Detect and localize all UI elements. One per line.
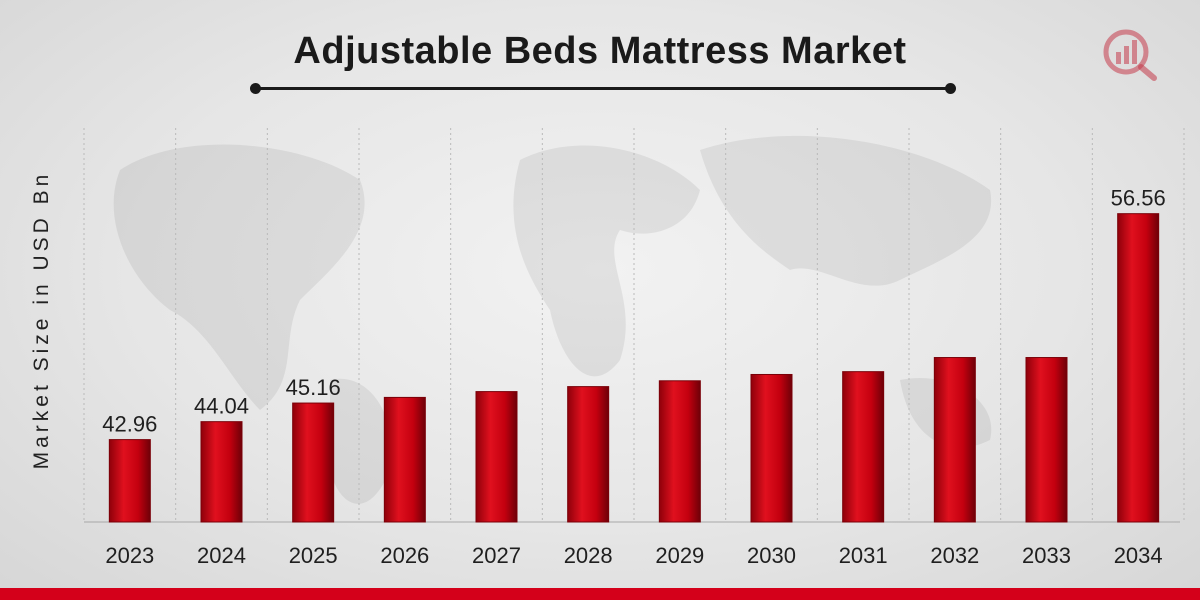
x-tick-2026: 2026: [380, 543, 429, 568]
chart-title: Adjustable Beds Mattress Market: [293, 30, 907, 72]
data-label-2023: 42.96: [102, 412, 157, 437]
bar-2034: [1117, 213, 1160, 523]
data-label-2025: 45.16: [286, 375, 341, 400]
x-tick-2027: 2027: [472, 543, 521, 568]
bar-2024: [200, 421, 243, 523]
x-tick-2032: 2032: [930, 543, 979, 568]
title-rule-right-dot: [945, 83, 956, 94]
bottom-accent-bar: [0, 588, 1200, 600]
bar-2032: [933, 357, 976, 523]
x-tick-2031: 2031: [839, 543, 888, 568]
bar-2033: [1025, 357, 1068, 523]
bar-2029: [658, 380, 701, 523]
x-tick-2024: 2024: [197, 543, 246, 568]
bar-2027: [475, 391, 518, 523]
data-label-2034: 56.56: [1111, 186, 1166, 211]
bar-2026: [383, 396, 426, 523]
x-tick-2028: 2028: [564, 543, 613, 568]
x-tick-2029: 2029: [655, 543, 704, 568]
data-label-2024: 44.04: [194, 394, 249, 419]
x-tick-2033: 2033: [1022, 543, 1071, 568]
bar-2030: [750, 373, 793, 523]
title-rule-left-dot: [250, 83, 261, 94]
bar-2023: [108, 439, 151, 523]
bar-2025: [292, 402, 335, 523]
x-tick-2023: 2023: [105, 543, 154, 568]
bar-2031: [842, 371, 885, 523]
x-tick-2034: 2034: [1114, 543, 1163, 568]
title-underline: [256, 87, 950, 90]
bar-2028: [567, 386, 610, 523]
market-research-logo-icon: [1103, 29, 1157, 81]
x-tick-2030: 2030: [747, 543, 796, 568]
x-tick-2025: 2025: [289, 543, 338, 568]
